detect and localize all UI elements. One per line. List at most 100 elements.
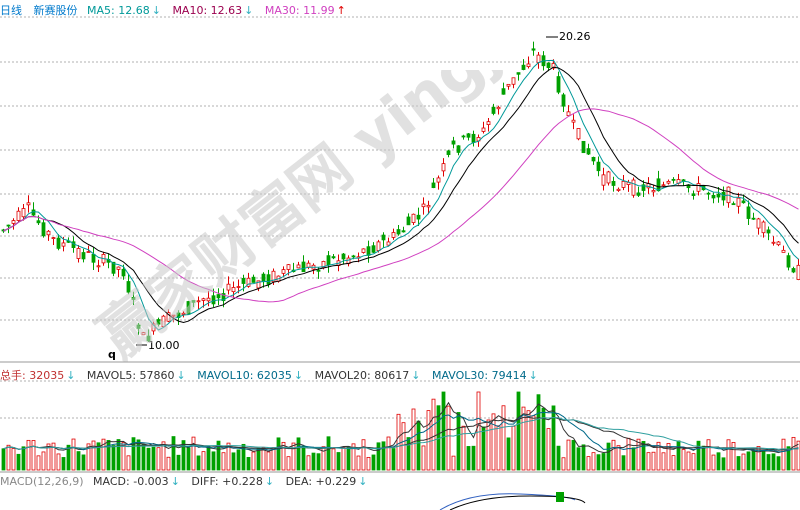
candle-body xyxy=(306,262,311,268)
ma5-line xyxy=(3,59,799,331)
annotations: 20.26 10.00 q xyxy=(108,30,591,361)
volume-bar xyxy=(656,441,661,471)
candle-body xyxy=(121,268,126,277)
volume-bar xyxy=(131,437,136,471)
low-price-label: 10.00 xyxy=(148,339,180,352)
candle-body xyxy=(376,241,381,251)
volume-bar xyxy=(336,452,341,471)
candle-body xyxy=(526,63,531,68)
candle-body xyxy=(796,264,800,280)
volume-bar xyxy=(566,439,571,471)
macd-header: MACD(12,26,9) MACD: -0.003 ↓ DIFF: +0.228… xyxy=(0,475,369,488)
volume-bar xyxy=(306,455,311,471)
candle-body xyxy=(426,204,431,208)
volume-bar xyxy=(26,439,31,471)
volume-bar xyxy=(11,448,16,471)
candle-body xyxy=(536,54,541,63)
candle-body xyxy=(491,106,496,114)
volume-bar xyxy=(311,452,316,471)
volume-bar xyxy=(246,457,251,471)
candle-body xyxy=(601,174,606,186)
candle-body xyxy=(576,128,581,140)
candle-body xyxy=(586,148,591,155)
volume-bar xyxy=(31,440,36,471)
volume-bar xyxy=(46,443,51,471)
macd-down-arrow-icon: ↓ xyxy=(170,475,180,488)
candle-body xyxy=(386,241,391,246)
volume-bar xyxy=(236,449,241,471)
candle-body xyxy=(186,301,191,315)
candle-body xyxy=(341,253,346,260)
volume-bar xyxy=(401,422,406,471)
candle-body xyxy=(466,133,471,138)
volume-bar xyxy=(681,449,686,471)
volume-bar xyxy=(331,448,336,471)
volume-bar xyxy=(16,453,21,471)
candle-body xyxy=(441,163,446,172)
volume-bar xyxy=(481,426,486,471)
volume-bar xyxy=(411,408,416,471)
high-price-label: 20.26 xyxy=(559,30,591,43)
candle-body xyxy=(56,237,61,249)
volume-bar xyxy=(141,443,146,471)
volume-bar xyxy=(146,447,151,471)
volume-bar xyxy=(686,451,691,471)
volume-bar xyxy=(716,452,721,471)
volume-panel xyxy=(1,391,800,471)
marker-q-label: q xyxy=(108,348,116,361)
candle-body xyxy=(641,184,646,191)
volume-bar xyxy=(341,447,346,471)
candle-body xyxy=(666,180,671,184)
volume-bar xyxy=(771,453,776,471)
candle-body xyxy=(301,261,306,273)
volume-bar xyxy=(56,453,61,471)
volume-bar xyxy=(176,454,181,471)
candle-body xyxy=(606,171,611,184)
candle-body xyxy=(351,255,356,258)
volume-bar xyxy=(711,454,716,471)
candle-body xyxy=(401,230,406,233)
candle-body xyxy=(51,237,56,240)
price-header: 日线 新赛股份 MA5: 12.68 ↓ MA10: 12.63 ↓ MA30: 1… xyxy=(0,2,348,18)
grid-lines xyxy=(0,16,800,473)
volume-bar xyxy=(161,441,166,471)
candle-body xyxy=(741,200,746,204)
volume-bar xyxy=(676,440,681,471)
volume-bar xyxy=(791,436,796,471)
volume-bar xyxy=(766,454,771,471)
volume-bar xyxy=(361,439,366,471)
volume-bar xyxy=(606,442,611,471)
volume-bar xyxy=(126,455,131,471)
candle-body xyxy=(326,255,331,266)
volume-bar xyxy=(346,446,351,471)
volume-bar xyxy=(531,415,536,471)
mavol10-down-arrow-icon: ↓ xyxy=(293,369,304,382)
volume-header: 总手: 32035 ↓ MAVOL5: 57860 ↓ MAVOL10: 62035… xyxy=(0,367,540,383)
volume-bar xyxy=(526,410,531,471)
candle-body xyxy=(461,135,466,138)
volume-bar xyxy=(351,443,356,471)
volume-bar xyxy=(276,437,281,471)
mavol30-line xyxy=(3,416,799,450)
candle-body xyxy=(331,256,336,259)
mavol30-label: MAVOL30: 79414 xyxy=(431,369,527,382)
candle-body xyxy=(551,63,556,69)
volume-bar xyxy=(66,444,71,471)
candle-body xyxy=(731,203,736,206)
candle-body xyxy=(246,277,251,287)
volume-bar xyxy=(601,453,606,471)
volume-bar xyxy=(76,451,81,471)
candle-body xyxy=(721,191,726,201)
candle-body xyxy=(266,274,271,285)
volume-bar xyxy=(761,451,766,471)
volume-bar xyxy=(286,456,291,471)
candle-body xyxy=(281,269,286,274)
diff-down-arrow-icon: ↓ xyxy=(264,475,275,488)
volume-bar xyxy=(206,445,211,471)
volume-bar xyxy=(731,442,736,471)
candle-body xyxy=(636,192,641,196)
diff-value-label: DIFF: +0.228 xyxy=(191,475,263,488)
volume-bar xyxy=(106,440,111,471)
volume-bar xyxy=(21,446,26,471)
